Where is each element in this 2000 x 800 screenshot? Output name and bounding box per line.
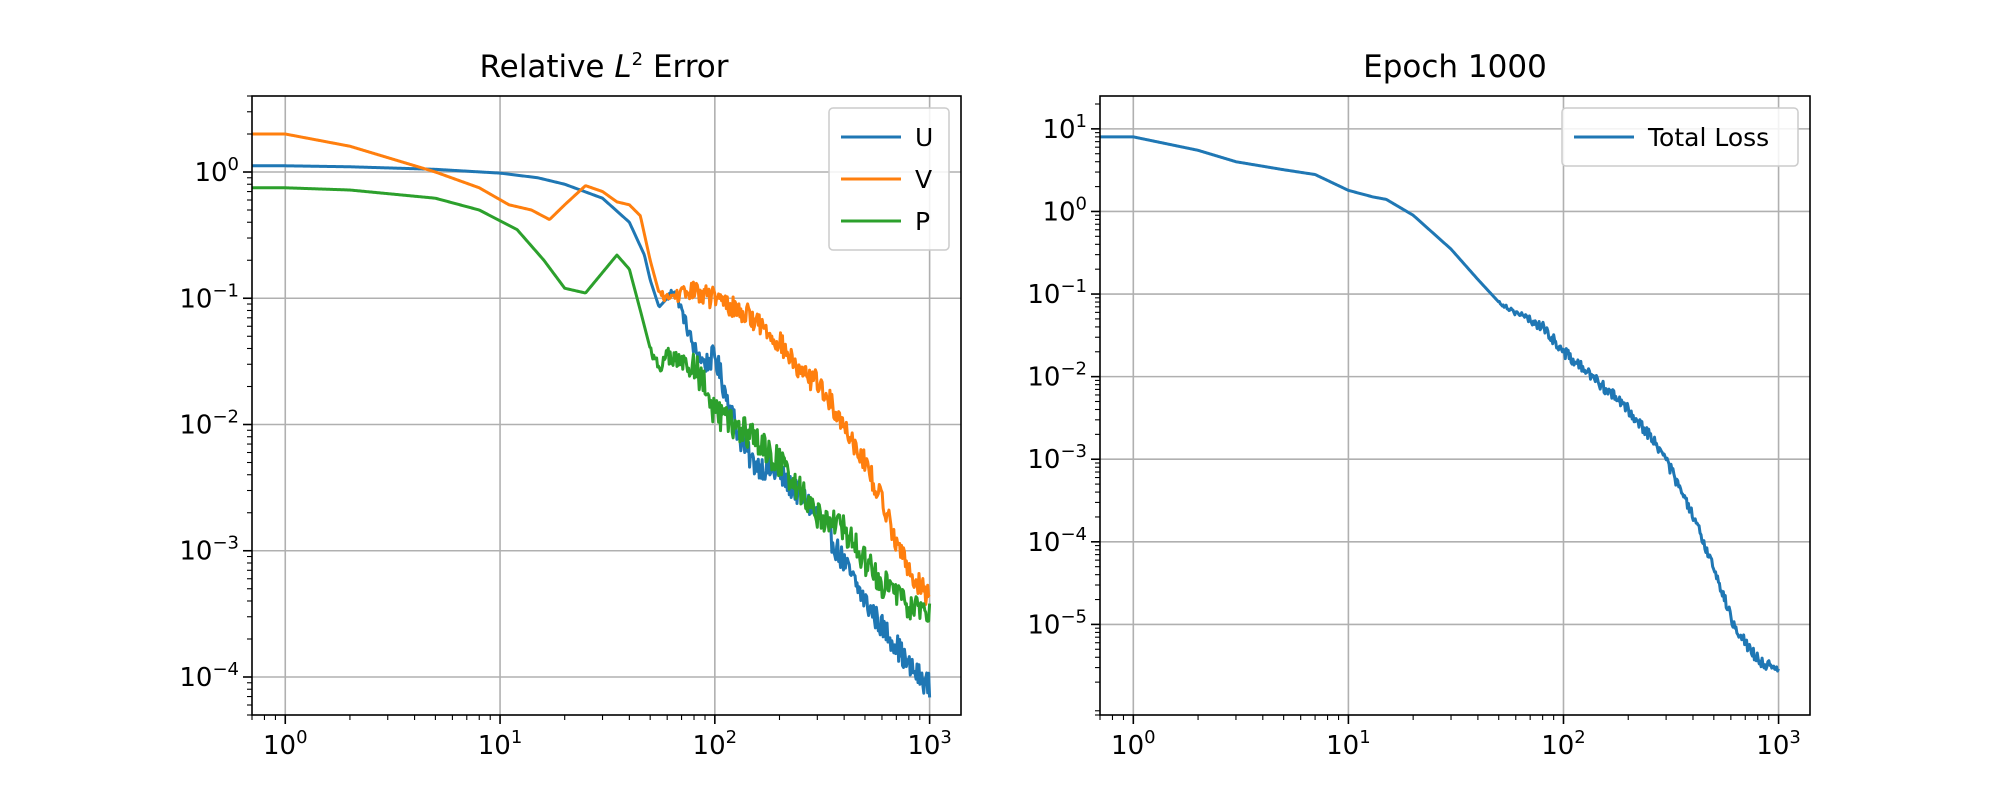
y-tick-label: 10−1: [179, 280, 239, 314]
y-tick-label: 100: [1042, 193, 1087, 227]
plot-frame: [1099, 95, 1811, 716]
axis-ticks: 100 101 102 103 10−5 10−4 10−3 10−2 10−1 100 101: [1027, 111, 1800, 761]
y-tick-label: 10−5: [1027, 606, 1087, 640]
x-tick-label: 101: [478, 727, 523, 761]
x-tick-label: 100: [263, 727, 308, 761]
legend: UVP: [828, 107, 950, 251]
x-tick-label: 103: [1756, 727, 1801, 761]
x-tick-label: 102: [1541, 727, 1586, 761]
legend-label: U: [915, 123, 933, 152]
minor-ticks: [1095, 103, 1770, 720]
legend-label: P: [915, 207, 930, 236]
x-tick-label: 101: [1326, 727, 1371, 761]
series-line-u: [252, 164, 932, 698]
plot-frame: [251, 95, 962, 716]
legend: Total Loss: [1561, 107, 1799, 167]
series-group: [1100, 135, 1780, 673]
total-loss-panel: Epoch 1000 100 101 102 10310−510−410−310−21…: [1027, 49, 1811, 761]
y-tick-label: 100: [194, 154, 239, 188]
x-tick-label: 102: [693, 727, 738, 761]
y-tick-label: 10−2: [1027, 359, 1087, 393]
legend-label: V: [915, 165, 932, 194]
y-tick-label: 10−1: [1027, 276, 1087, 310]
axis-ticks: 100 101 102 103 10−4 10−3 10−2 10−1 100: [179, 154, 952, 761]
series-group: [252, 132, 932, 698]
chart-title: Relative L2 Error: [479, 49, 728, 85]
y-tick-label: 10−4: [1027, 524, 1087, 558]
series-line-p: [252, 186, 932, 623]
series-line-total-loss: [1100, 135, 1780, 673]
chart-title: Epoch 1000: [1363, 49, 1547, 85]
y-tick-label: 10−3: [1027, 441, 1087, 475]
minor-ticks: [247, 95, 921, 720]
y-tick-label: 101: [1042, 111, 1087, 145]
relative-l2-error-panel: Relative L2 Error 100 101 102 10310−410−310…: [179, 49, 962, 761]
y-tick-label: 10−4: [179, 659, 239, 693]
x-tick-label: 103: [907, 727, 952, 761]
y-tick-label: 10−2: [179, 407, 239, 441]
grid: [1100, 96, 1810, 715]
series-line-v: [252, 132, 931, 606]
legend-box: [1561, 107, 1799, 167]
y-tick-label: 10−3: [179, 533, 239, 567]
x-tick-label: 100: [1111, 727, 1156, 761]
legend-label: Total Loss: [1647, 123, 1769, 152]
